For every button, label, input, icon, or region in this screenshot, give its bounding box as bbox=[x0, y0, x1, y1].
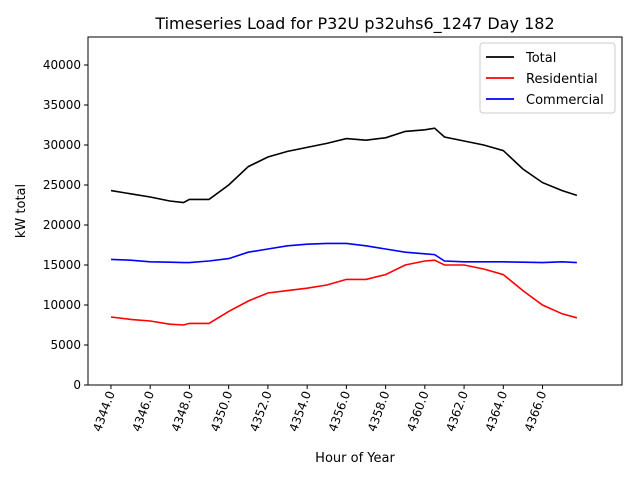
x-tick-label: 4352.0 bbox=[247, 389, 275, 433]
y-tick-label: 30000 bbox=[43, 138, 81, 152]
legend-label-total: Total bbox=[525, 51, 556, 66]
legend-label-residential: Residential bbox=[526, 72, 598, 87]
y-tick-label: 0 bbox=[73, 378, 81, 392]
x-tick-label: 4358.0 bbox=[365, 389, 393, 433]
x-tick-label: 4346.0 bbox=[129, 389, 157, 433]
y-tick-label: 15000 bbox=[43, 258, 81, 272]
y-tick-label: 40000 bbox=[43, 58, 81, 72]
series-line-total bbox=[110, 127, 578, 204]
y-tick-label: 10000 bbox=[43, 298, 81, 312]
x-tick-label: 4362.0 bbox=[443, 389, 471, 433]
x-axis-label: Hour of Year bbox=[315, 451, 395, 466]
chart-title: Timeseries Load for P32U p32uhs6_1247 Da… bbox=[154, 14, 554, 34]
y-tick-label: 20000 bbox=[43, 218, 81, 232]
x-tick-label: 4366.0 bbox=[522, 389, 550, 433]
legend: Total Residential Commercial bbox=[479, 42, 616, 114]
series-line-commercial bbox=[110, 242, 577, 264]
x-tick-label: 4350.0 bbox=[208, 389, 236, 433]
legend-label-commercial: Commercial bbox=[526, 93, 604, 108]
y-axis-label: kW total bbox=[14, 184, 29, 238]
x-tick-label: 4360.0 bbox=[404, 389, 432, 433]
y-tick-label: 5000 bbox=[50, 338, 81, 352]
y-tick-label: 35000 bbox=[43, 98, 81, 112]
x-tick-label: 4344.0 bbox=[90, 389, 118, 433]
y-tick-label: 25000 bbox=[43, 178, 81, 192]
x-tick-label: 4356.0 bbox=[326, 389, 354, 433]
x-tick-label: 4348.0 bbox=[169, 389, 197, 433]
x-tick-label: 4354.0 bbox=[286, 389, 314, 433]
x-tick-label: 4364.0 bbox=[483, 389, 511, 433]
series-line-residential bbox=[110, 259, 578, 326]
